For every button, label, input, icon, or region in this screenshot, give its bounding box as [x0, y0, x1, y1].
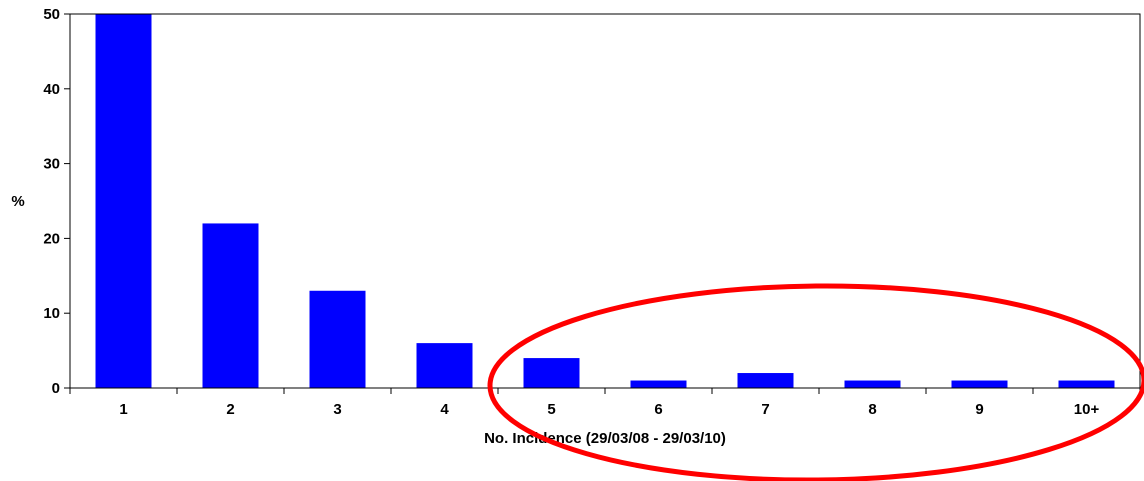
x-tick-label: 10+	[1074, 401, 1100, 418]
bars	[95, 14, 1115, 388]
y-axis-ticks: 0 10 20 30 40 50	[43, 6, 70, 397]
bar	[844, 380, 901, 388]
y-tick-label: 20	[43, 230, 60, 247]
y-axis-label: %	[11, 193, 24, 210]
x-tick-label: 1	[119, 401, 127, 418]
bar	[202, 223, 259, 388]
x-tick-label: 8	[868, 401, 876, 418]
bar	[1058, 380, 1115, 388]
bar	[523, 358, 580, 388]
x-tick-label: 7	[761, 401, 769, 418]
y-tick-label: 30	[43, 156, 60, 173]
bar	[309, 290, 366, 388]
x-tick-label: 5	[547, 401, 555, 418]
plot-area-frame	[69, 13, 1141, 389]
x-tick-label: 6	[654, 401, 662, 418]
y-tick-label: 40	[43, 81, 60, 98]
x-axis-ticks: 1 2 3 4 5 6 7 8 9 10+	[69, 388, 1141, 418]
x-axis-label: No. Incidence (29/03/08 - 29/03/10)	[484, 430, 726, 447]
x-tick-label: 2	[226, 401, 234, 418]
bar	[95, 14, 152, 388]
y-tick-label: 50	[43, 6, 60, 23]
bar	[630, 380, 687, 388]
highlight-ellipse	[487, 283, 1144, 481]
x-tick-label: 3	[333, 401, 341, 418]
bar	[951, 380, 1008, 388]
x-tick-label: 9	[975, 401, 983, 418]
bar	[737, 373, 794, 388]
x-tick-label: 4	[440, 401, 449, 418]
bar	[416, 343, 473, 388]
y-tick-label: 0	[52, 380, 60, 397]
y-tick-label: 10	[43, 305, 60, 322]
